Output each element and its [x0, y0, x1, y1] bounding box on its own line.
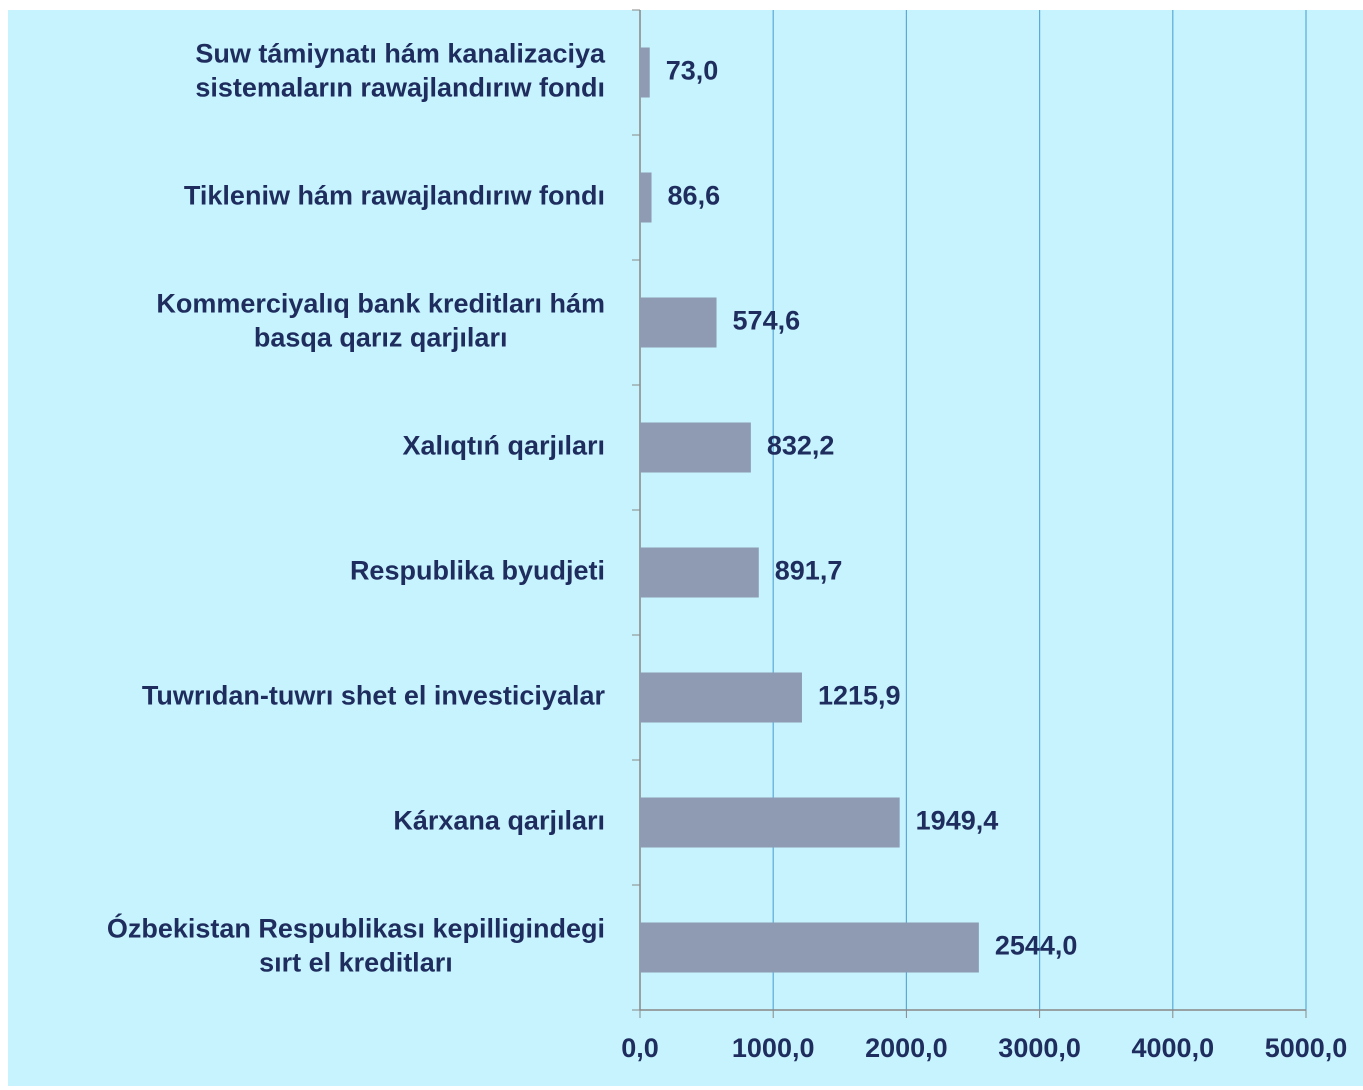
y-tick-label: Kárxana qarjıları [393, 806, 605, 836]
y-tick-label: sistemaların rawajlandırıw fondı [195, 73, 605, 103]
data-label: 2544,0 [995, 931, 1078, 961]
bar [640, 797, 900, 848]
y-tick-label: Kommerciyalıq bank kreditları hám [156, 289, 605, 319]
y-tick-label: Xalıqtıń qarjıları [402, 431, 605, 461]
y-tick-label: basqa qarız qarjıları [254, 323, 508, 353]
y-tick-label: Respublika byudjeti [350, 556, 605, 586]
y-tick-label: sırt el kreditları [259, 948, 453, 978]
bar [640, 422, 751, 473]
x-tick-label: 4000,0 [1132, 1033, 1215, 1063]
data-label: 891,7 [775, 556, 843, 586]
y-tick-label: Tuwrıdan-tuwrı shet el investiciyalar [142, 681, 606, 711]
data-label: 1949,4 [916, 806, 999, 836]
y-tick-label: Tikleniw hám rawajlandırıw fondı [184, 181, 605, 211]
y-tick-label: Suw támiynatı hám kanalizaciya [195, 39, 606, 69]
bar [640, 172, 652, 223]
bar [640, 547, 759, 598]
x-tick-label: 3000,0 [998, 1033, 1081, 1063]
bar [640, 297, 717, 348]
y-tick-label: Ózbekistan Respublikası kepilligindegi [107, 913, 605, 944]
x-tick-label: 2000,0 [865, 1033, 948, 1063]
data-label: 1215,9 [818, 681, 901, 711]
bar [640, 672, 802, 723]
x-tick-label: 1000,0 [732, 1033, 815, 1063]
x-tick-label: 5000,0 [1265, 1033, 1348, 1063]
x-tick-label: 0,0 [621, 1033, 659, 1063]
data-label: 574,6 [733, 306, 801, 336]
bar [640, 922, 979, 973]
data-label: 832,2 [767, 431, 835, 461]
data-label: 86,6 [668, 181, 721, 211]
bar [640, 47, 650, 98]
data-label: 73,0 [666, 56, 719, 86]
